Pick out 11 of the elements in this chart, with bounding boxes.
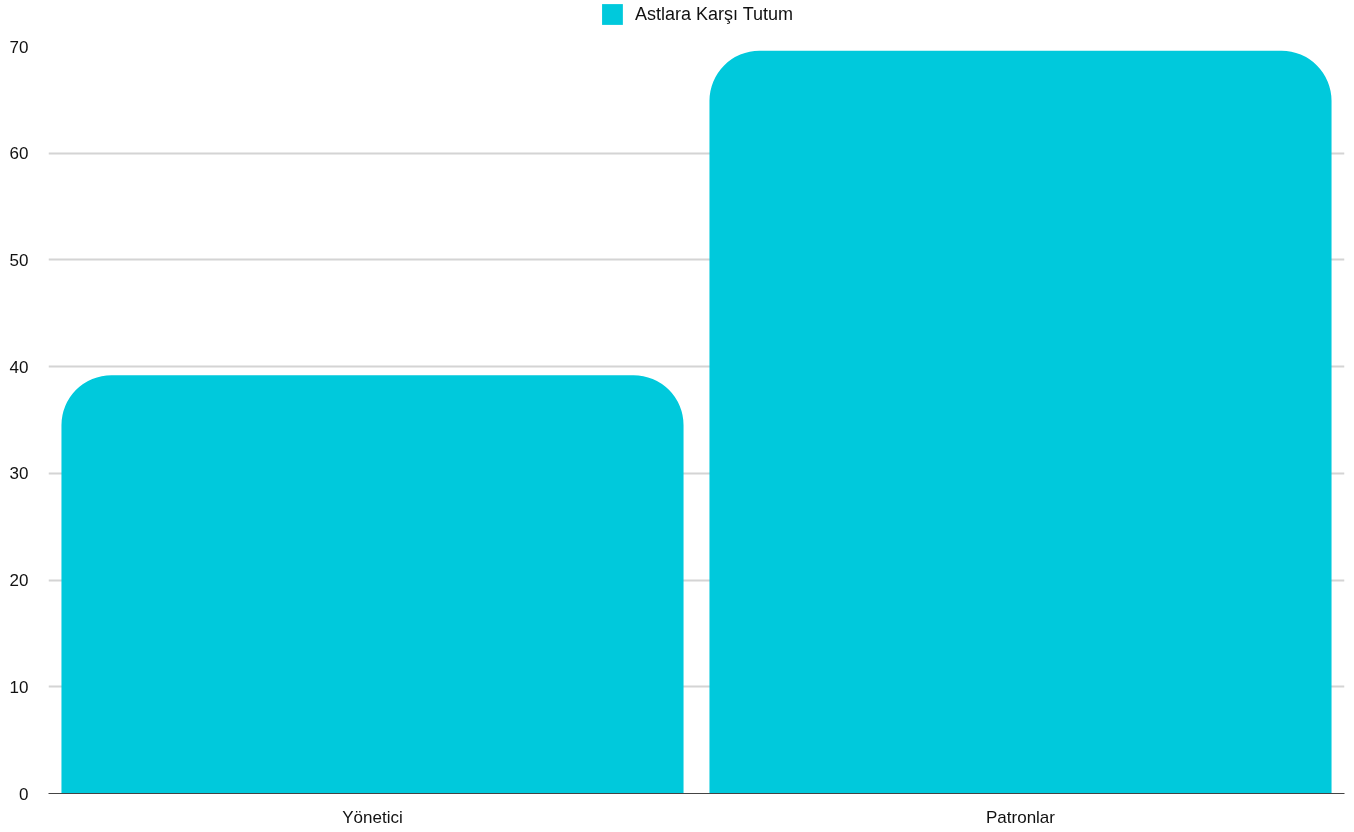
y-tick-label: 60 — [9, 144, 29, 164]
x-tick-label: Yönetici — [342, 807, 403, 827]
legend-label: Astlara Karşı Tutum — [634, 3, 794, 25]
y-tick-label: 40 — [9, 357, 29, 377]
y-tick-label: 30 — [9, 464, 29, 484]
y-tick-label: 50 — [9, 250, 29, 270]
y-tick-label: 20 — [9, 571, 29, 591]
y-tick-label: 0 — [19, 784, 29, 804]
y-tick-label: 70 — [9, 37, 29, 57]
y-tick-label: 10 — [9, 677, 29, 697]
x-tick-label: Patronlar — [986, 807, 1056, 827]
